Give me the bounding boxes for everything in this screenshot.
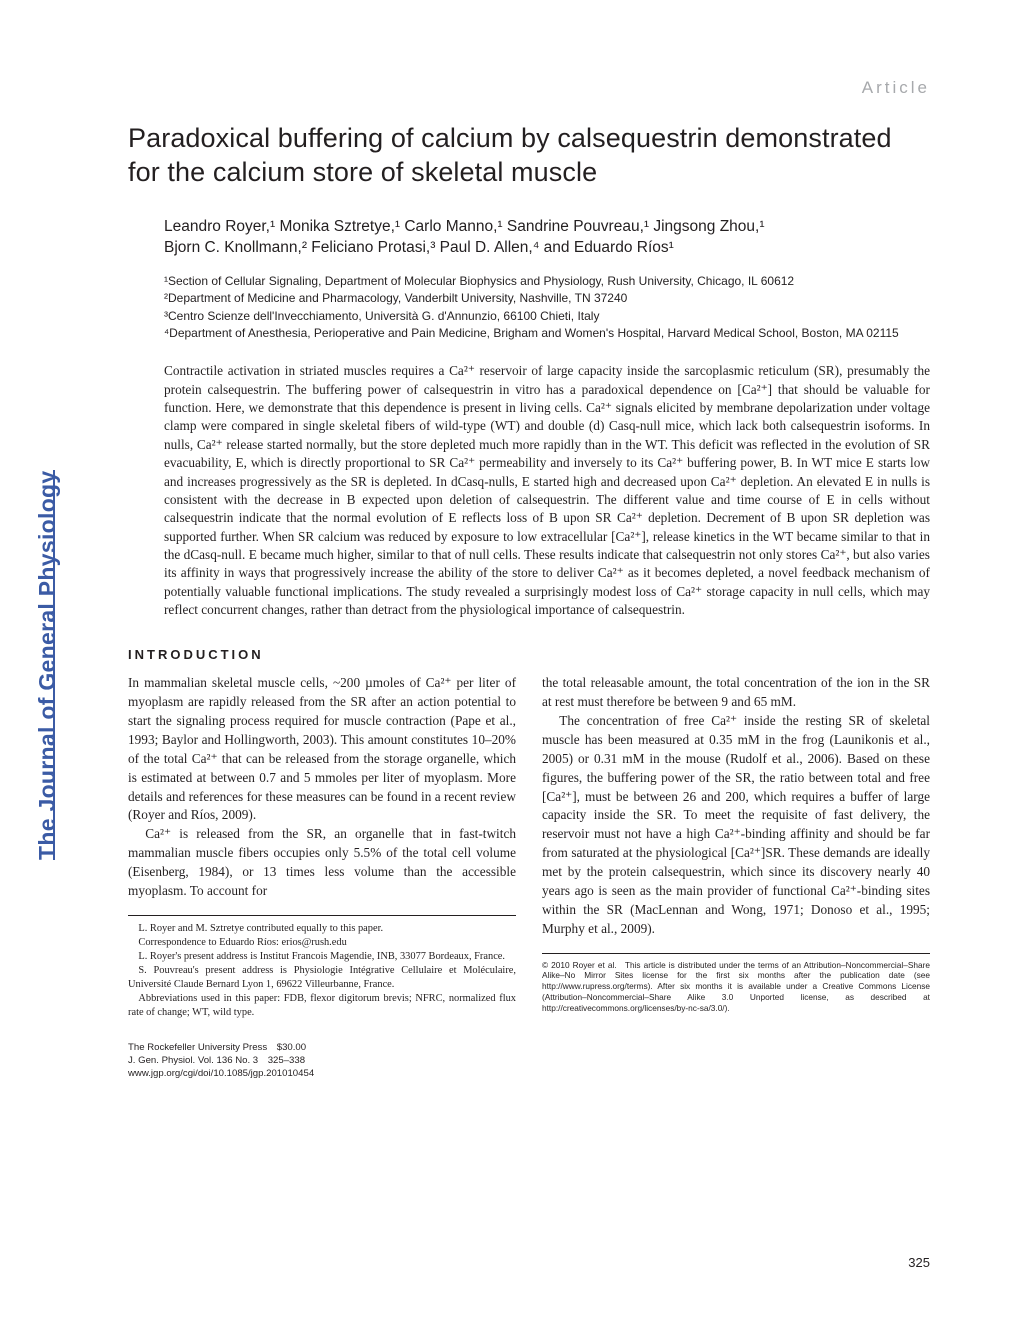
paragraph: the total releasable amount, the total c… (542, 674, 930, 712)
pubinfo-line: The Rockefeller University Press $30.00 (128, 1042, 516, 1055)
affiliation-4: ⁴Department of Anesthesia, Perioperative… (164, 325, 930, 342)
authors-line-1: Leandro Royer,¹ Monika Sztretye,¹ Carlo … (164, 216, 930, 238)
paragraph: In mammalian skeletal muscle cells, ~200… (128, 674, 516, 825)
footnotes: L. Royer and M. Sztretye contributed equ… (128, 922, 516, 1020)
footnote: L. Royer and M. Sztretye contributed equ… (128, 922, 516, 936)
footnote: S. Pouvreau's present address is Physiol… (128, 964, 516, 992)
paragraph: Ca²⁺ is released from the SR, an organel… (128, 825, 516, 901)
affiliation-2: ²Department of Medicine and Pharmacology… (164, 290, 930, 307)
column-left: In mammalian skeletal muscle cells, ~200… (128, 674, 516, 1081)
article-type-label: Article (128, 78, 930, 98)
pubinfo-line: J. Gen. Physiol. Vol. 136 No. 3 325–338 (128, 1055, 516, 1068)
body-columns: In mammalian skeletal muscle cells, ~200… (128, 674, 930, 1081)
authors-line-2: Bjorn C. Knollmann,² Feliciano Protasi,³… (164, 237, 930, 259)
publication-info: The Rockefeller University Press $30.00 … (128, 1042, 516, 1081)
footnote: Abbreviations used in this paper: FDB, f… (128, 992, 516, 1020)
abstract: Contractile activation in striated muscl… (164, 362, 930, 619)
footnote: L. Royer's present address is Institut F… (128, 950, 516, 964)
page: Article Paradoxical buffering of calcium… (0, 0, 1020, 1320)
pubinfo-line: www.jgp.org/cgi/doi/10.1085/jgp.20101045… (128, 1068, 516, 1081)
paragraph: The concentration of free Ca²⁺ inside th… (542, 712, 930, 939)
affiliation-3: ³Centro Scienze dell'Invecchiamento, Uni… (164, 308, 930, 325)
license-rule (542, 953, 930, 954)
journal-sidebar-label: The Journal of General Physiology (34, 471, 61, 860)
footnote: Correspondence to Eduardo Ríos: erios@ru… (128, 936, 516, 950)
affiliations: ¹Section of Cellular Signaling, Departme… (128, 273, 930, 343)
authors-block: Leandro Royer,¹ Monika Sztretye,¹ Carlo … (164, 216, 930, 259)
license-text: © 2010 Royer et al. This article is dist… (542, 960, 930, 1015)
affiliation-1: ¹Section of Cellular Signaling, Departme… (164, 273, 930, 290)
section-heading-introduction: INTRODUCTION (128, 647, 930, 662)
article-title: Paradoxical buffering of calcium by cals… (128, 122, 930, 190)
column-right: the total releasable amount, the total c… (542, 674, 930, 1081)
page-number: 325 (908, 1255, 930, 1270)
footnote-rule (128, 915, 516, 916)
